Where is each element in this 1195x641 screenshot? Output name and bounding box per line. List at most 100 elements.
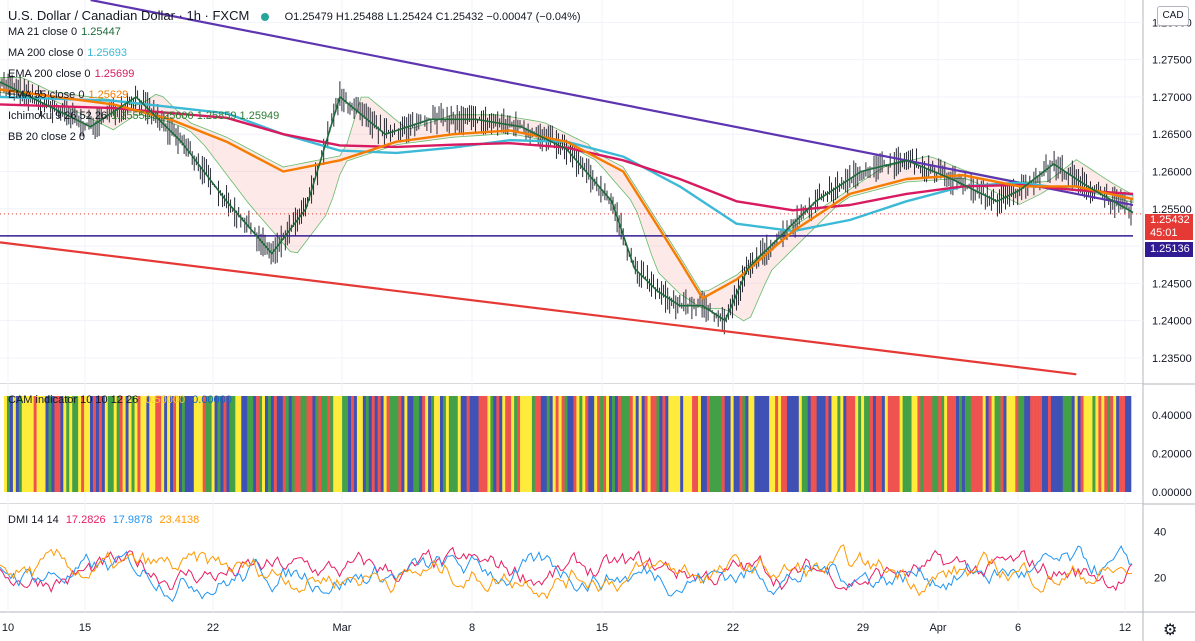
cam-bar	[540, 396, 545, 492]
cam-bar	[356, 396, 361, 492]
cam-bar	[333, 396, 337, 492]
cam-bar	[528, 396, 533, 492]
cam-bar	[564, 396, 568, 492]
cam-bar	[1065, 396, 1070, 492]
cam-bar	[463, 396, 467, 492]
cam-bar	[662, 396, 666, 492]
cam-bar	[1074, 396, 1078, 492]
indicator-legend-3[interactable]: EMA 55 close 0 1.25629	[8, 89, 128, 101]
cam-bar	[401, 396, 405, 492]
cam-bar	[202, 396, 206, 492]
cam-bar	[831, 396, 835, 492]
cam-bar	[926, 396, 930, 492]
y-tick-label: 1.27000	[1152, 92, 1192, 104]
cam-bar	[259, 396, 263, 492]
cam-bar	[413, 396, 417, 492]
cam-bar	[241, 396, 245, 492]
currency-button[interactable]: CAD	[1157, 6, 1189, 26]
cam-bar	[472, 396, 476, 492]
cam-bar	[689, 396, 693, 492]
indicator-legend-0[interactable]: MA 21 close 0 1.25447	[8, 26, 121, 38]
last-price-value: 1.25432	[1150, 214, 1190, 226]
cam-bar	[1009, 396, 1013, 492]
cam-bar	[573, 396, 577, 492]
cam-bar	[1012, 396, 1016, 492]
cam-legend[interactable]: CAM indicator 10 10 12 26 0.50000 0.0000…	[8, 394, 232, 406]
cam-bar	[828, 396, 832, 492]
cam-bar	[517, 396, 521, 492]
cam-bar	[709, 396, 714, 492]
cam-bar	[475, 396, 479, 492]
cam-bar	[288, 396, 292, 492]
indicator-legend-2[interactable]: EMA 200 close 0 1.25699	[8, 68, 134, 80]
cam-bar	[502, 396, 506, 492]
dmi-legend[interactable]: DMI 14 14 17.2826 17.9878 23.4138	[8, 514, 199, 526]
cam-y-tick-label: 0.00000	[1152, 487, 1192, 499]
cam-bar	[78, 396, 82, 492]
cam-bar	[712, 396, 717, 492]
cam-bar	[196, 396, 201, 492]
cam-bar	[967, 396, 972, 492]
cam-bar	[98, 396, 103, 492]
cam-bar	[81, 396, 85, 492]
cam-bar	[505, 396, 509, 492]
cam-bar	[110, 396, 115, 492]
cam-bar	[445, 396, 450, 492]
cam-bar	[193, 396, 198, 492]
cam-bar	[419, 396, 423, 492]
cam-bar	[95, 396, 100, 492]
cam-bar	[39, 396, 43, 492]
cam-bar	[650, 396, 654, 492]
cam-bar	[306, 396, 310, 492]
cam-bar	[1125, 396, 1129, 492]
cam-bar	[902, 396, 906, 492]
cam-bar	[733, 396, 737, 492]
cam-bar	[21, 396, 26, 492]
cam-bar	[437, 396, 441, 492]
cam-bar	[51, 396, 55, 492]
cam-bar	[837, 396, 841, 492]
cam-bar	[1033, 396, 1037, 492]
cam-bar	[45, 396, 49, 492]
cam-bar	[496, 396, 500, 492]
cam-bar	[985, 396, 989, 492]
cam-bar	[594, 396, 598, 492]
cam-bar	[641, 396, 645, 492]
cam-bar	[1047, 396, 1052, 492]
cam-bar	[416, 396, 420, 492]
cam-bar	[439, 396, 444, 492]
cam-bar	[312, 396, 316, 492]
dmi-y-tick-label: 40	[1154, 527, 1166, 539]
cam-bar	[932, 396, 936, 492]
cam-bar	[864, 396, 868, 492]
y-tick-label: 1.24500	[1152, 278, 1192, 290]
cam-bar	[970, 396, 975, 492]
cam-bar	[508, 396, 512, 492]
cam-bar	[944, 396, 948, 492]
cam-bar	[1021, 396, 1025, 492]
settings-gear-icon[interactable]: ⚙	[1163, 622, 1178, 639]
cam-bar	[33, 396, 37, 492]
cam-bar	[600, 396, 604, 492]
cam-bar	[683, 396, 687, 492]
cam-bar	[250, 396, 254, 492]
cam-bar	[173, 396, 177, 492]
cam-bar	[178, 396, 183, 492]
trendline-support-channel	[0, 241, 1077, 376]
cam-bar	[982, 396, 986, 492]
cam-bar	[431, 396, 435, 492]
support-price-value: 1.25136	[1150, 243, 1190, 255]
cam-bar	[846, 396, 850, 492]
cam-bar	[653, 396, 657, 492]
indicator-legend-4[interactable]: Ichimoku 9 26 52 26 1.25551 1.25600 1.258…	[8, 110, 279, 122]
indicator-legend-5[interactable]: BB 20 close 2 0	[8, 131, 89, 143]
cam-bar	[1101, 396, 1105, 492]
x-tick-label: 12	[1119, 622, 1131, 634]
cam-bar	[706, 396, 711, 492]
cam-bar	[481, 396, 485, 492]
cam-bar	[247, 396, 251, 492]
cam-bar	[457, 396, 462, 492]
cam-bar	[911, 396, 915, 492]
indicator-legend-1[interactable]: MA 200 close 0 1.25693	[8, 47, 127, 59]
